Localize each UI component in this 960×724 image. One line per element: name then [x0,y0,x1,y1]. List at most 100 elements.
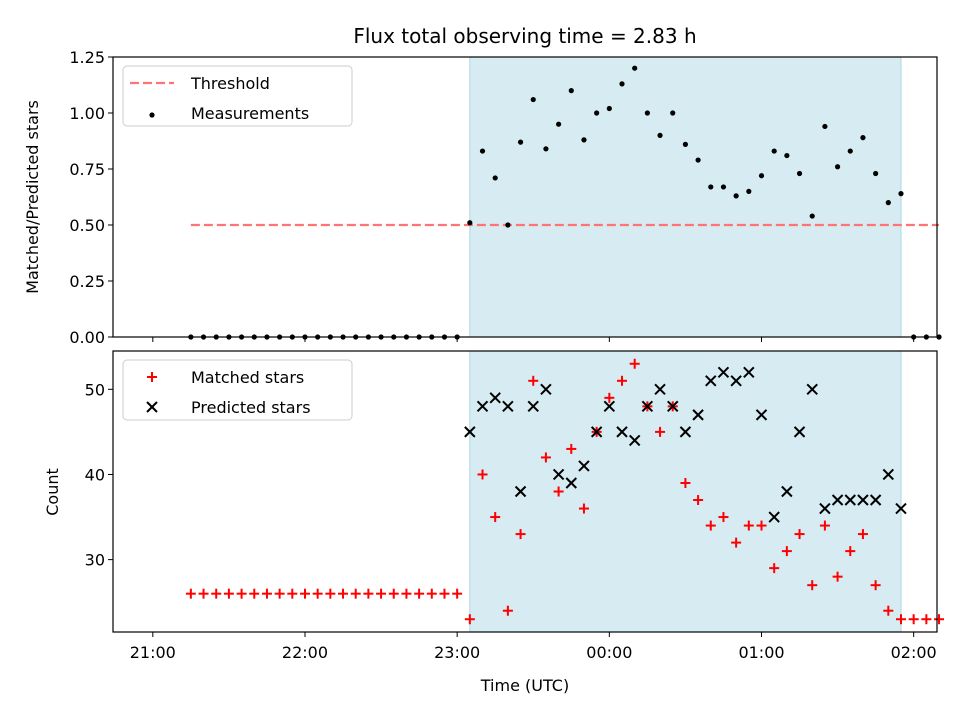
predicted-stars-point [717,366,730,378]
measurement-point [632,65,638,71]
matched-stars-point [883,605,894,616]
legend-box [122,359,353,421]
measurement-point [619,81,625,87]
matched-stars-point [629,358,640,369]
measurement-point [746,188,752,194]
predicted-stars-point [781,485,793,498]
y-tick-label: 40 [85,465,105,484]
matched-stars-point [477,469,488,480]
predicted-stars-point [527,400,539,413]
matched-stars-point [312,588,323,599]
legend-label: Matched stars [191,368,304,387]
measurement-point [644,110,650,116]
legend-label: Threshold [190,74,270,93]
x-tick-label: 21:00 [130,643,176,662]
x-stroke-b [527,400,539,413]
measurement-point [606,105,612,112]
measurement-point [682,141,689,147]
matched-stars-point [464,614,475,625]
matched-stars-point [680,477,691,488]
axes-frame [112,350,938,633]
matched-stars-point [274,588,285,599]
y-axis-label-top: Matched/Predicted stars [23,100,42,294]
y-tick-label: 0.50 [69,216,105,235]
predicted-stars-point [578,460,590,472]
x-axis-label: Time (UTC) [480,676,569,695]
bottom-panel: 30 40 50 21:00 22:00 23:00 00:00 01:00 02:00 Matc… [85,350,945,662]
legend-box [122,65,353,127]
observing-window-band [469,350,902,633]
matched-stars-point [870,580,881,591]
legend-label: Measurements [191,104,309,123]
y-tick-label: 1.25 [69,48,105,67]
measurement-point [771,148,777,154]
predicted-stars-point [489,392,501,404]
x-stroke-b [641,400,654,413]
matched-stars-point [807,580,818,591]
matched-stars-point [604,392,615,403]
top-panel: 0.00 0.25 0.50 0.75 1.00 1.25 Threshold Measure… [69,48,942,347]
x-stroke-b [781,485,793,498]
matched-stars-point [693,495,704,506]
measurement-point [784,152,790,159]
x-stroke-b [882,468,895,481]
measurement-point [492,175,498,181]
x-stroke-b [565,477,577,489]
matched-stars-point [452,588,463,599]
matched-stars-point [401,588,412,599]
matched-stars-point [655,426,666,437]
measurement-point [847,148,853,154]
matched-stars-point [908,614,919,625]
measurement-point [581,137,587,143]
y-axis-label-bottom: Count [43,468,62,516]
matched-stars-point [540,452,551,463]
matched-stars-point [376,588,387,599]
measurement-point [657,132,663,138]
matched-stars-point [857,529,868,540]
measurement-point [758,173,765,179]
measurement-point [809,213,815,219]
matched-stars-point [718,512,729,523]
x-tick-label: 23:00 [434,643,480,662]
x-stroke-b [730,375,742,387]
matched-stars-point [617,375,628,386]
matched-stars-point [325,588,336,599]
x-stroke-b [464,426,476,438]
matched-stars-point [781,546,792,557]
measurement-point [505,222,511,228]
x-stroke-b [552,468,565,481]
x-tick-label: 02:00 [891,643,937,662]
matched-stars-point [439,588,450,599]
matched-stars-point [756,520,767,531]
x-stroke-b [540,383,552,396]
matched-stars-point [553,486,564,497]
legend: Matched stars Predicted stars [122,359,353,421]
matched-stars-point [350,588,361,599]
measurement-point [543,146,549,152]
predicted-stars-point [552,468,565,481]
x-stroke-b [793,426,806,438]
matched-stars-point [895,614,906,625]
matched-stars-point [198,588,209,599]
predicted-stars-point [895,502,907,515]
matched-stars-point [731,537,742,548]
axes-frame [112,56,938,338]
x-stroke-b [628,434,641,447]
matched-stars-point [261,588,272,599]
x-stroke-b [578,460,590,472]
predicted-stars-point [590,426,603,438]
matched-stars-point [287,588,298,599]
predicted-stars-point [768,511,780,523]
matched-stars-point [832,571,843,582]
matched-stars-point [794,529,805,540]
measurement-point [796,170,803,177]
measurement-point [479,148,486,154]
chart-title: Flux total observing time = 2.83 h [353,24,696,48]
y-tick-label: 0.75 [69,160,105,179]
x-stroke-b [502,400,514,413]
predicted-stars-point [882,468,895,481]
measurement-point [936,334,942,340]
x-stroke-b [819,502,831,515]
x-stroke-b [654,383,666,396]
matched-stars-point [528,375,539,386]
